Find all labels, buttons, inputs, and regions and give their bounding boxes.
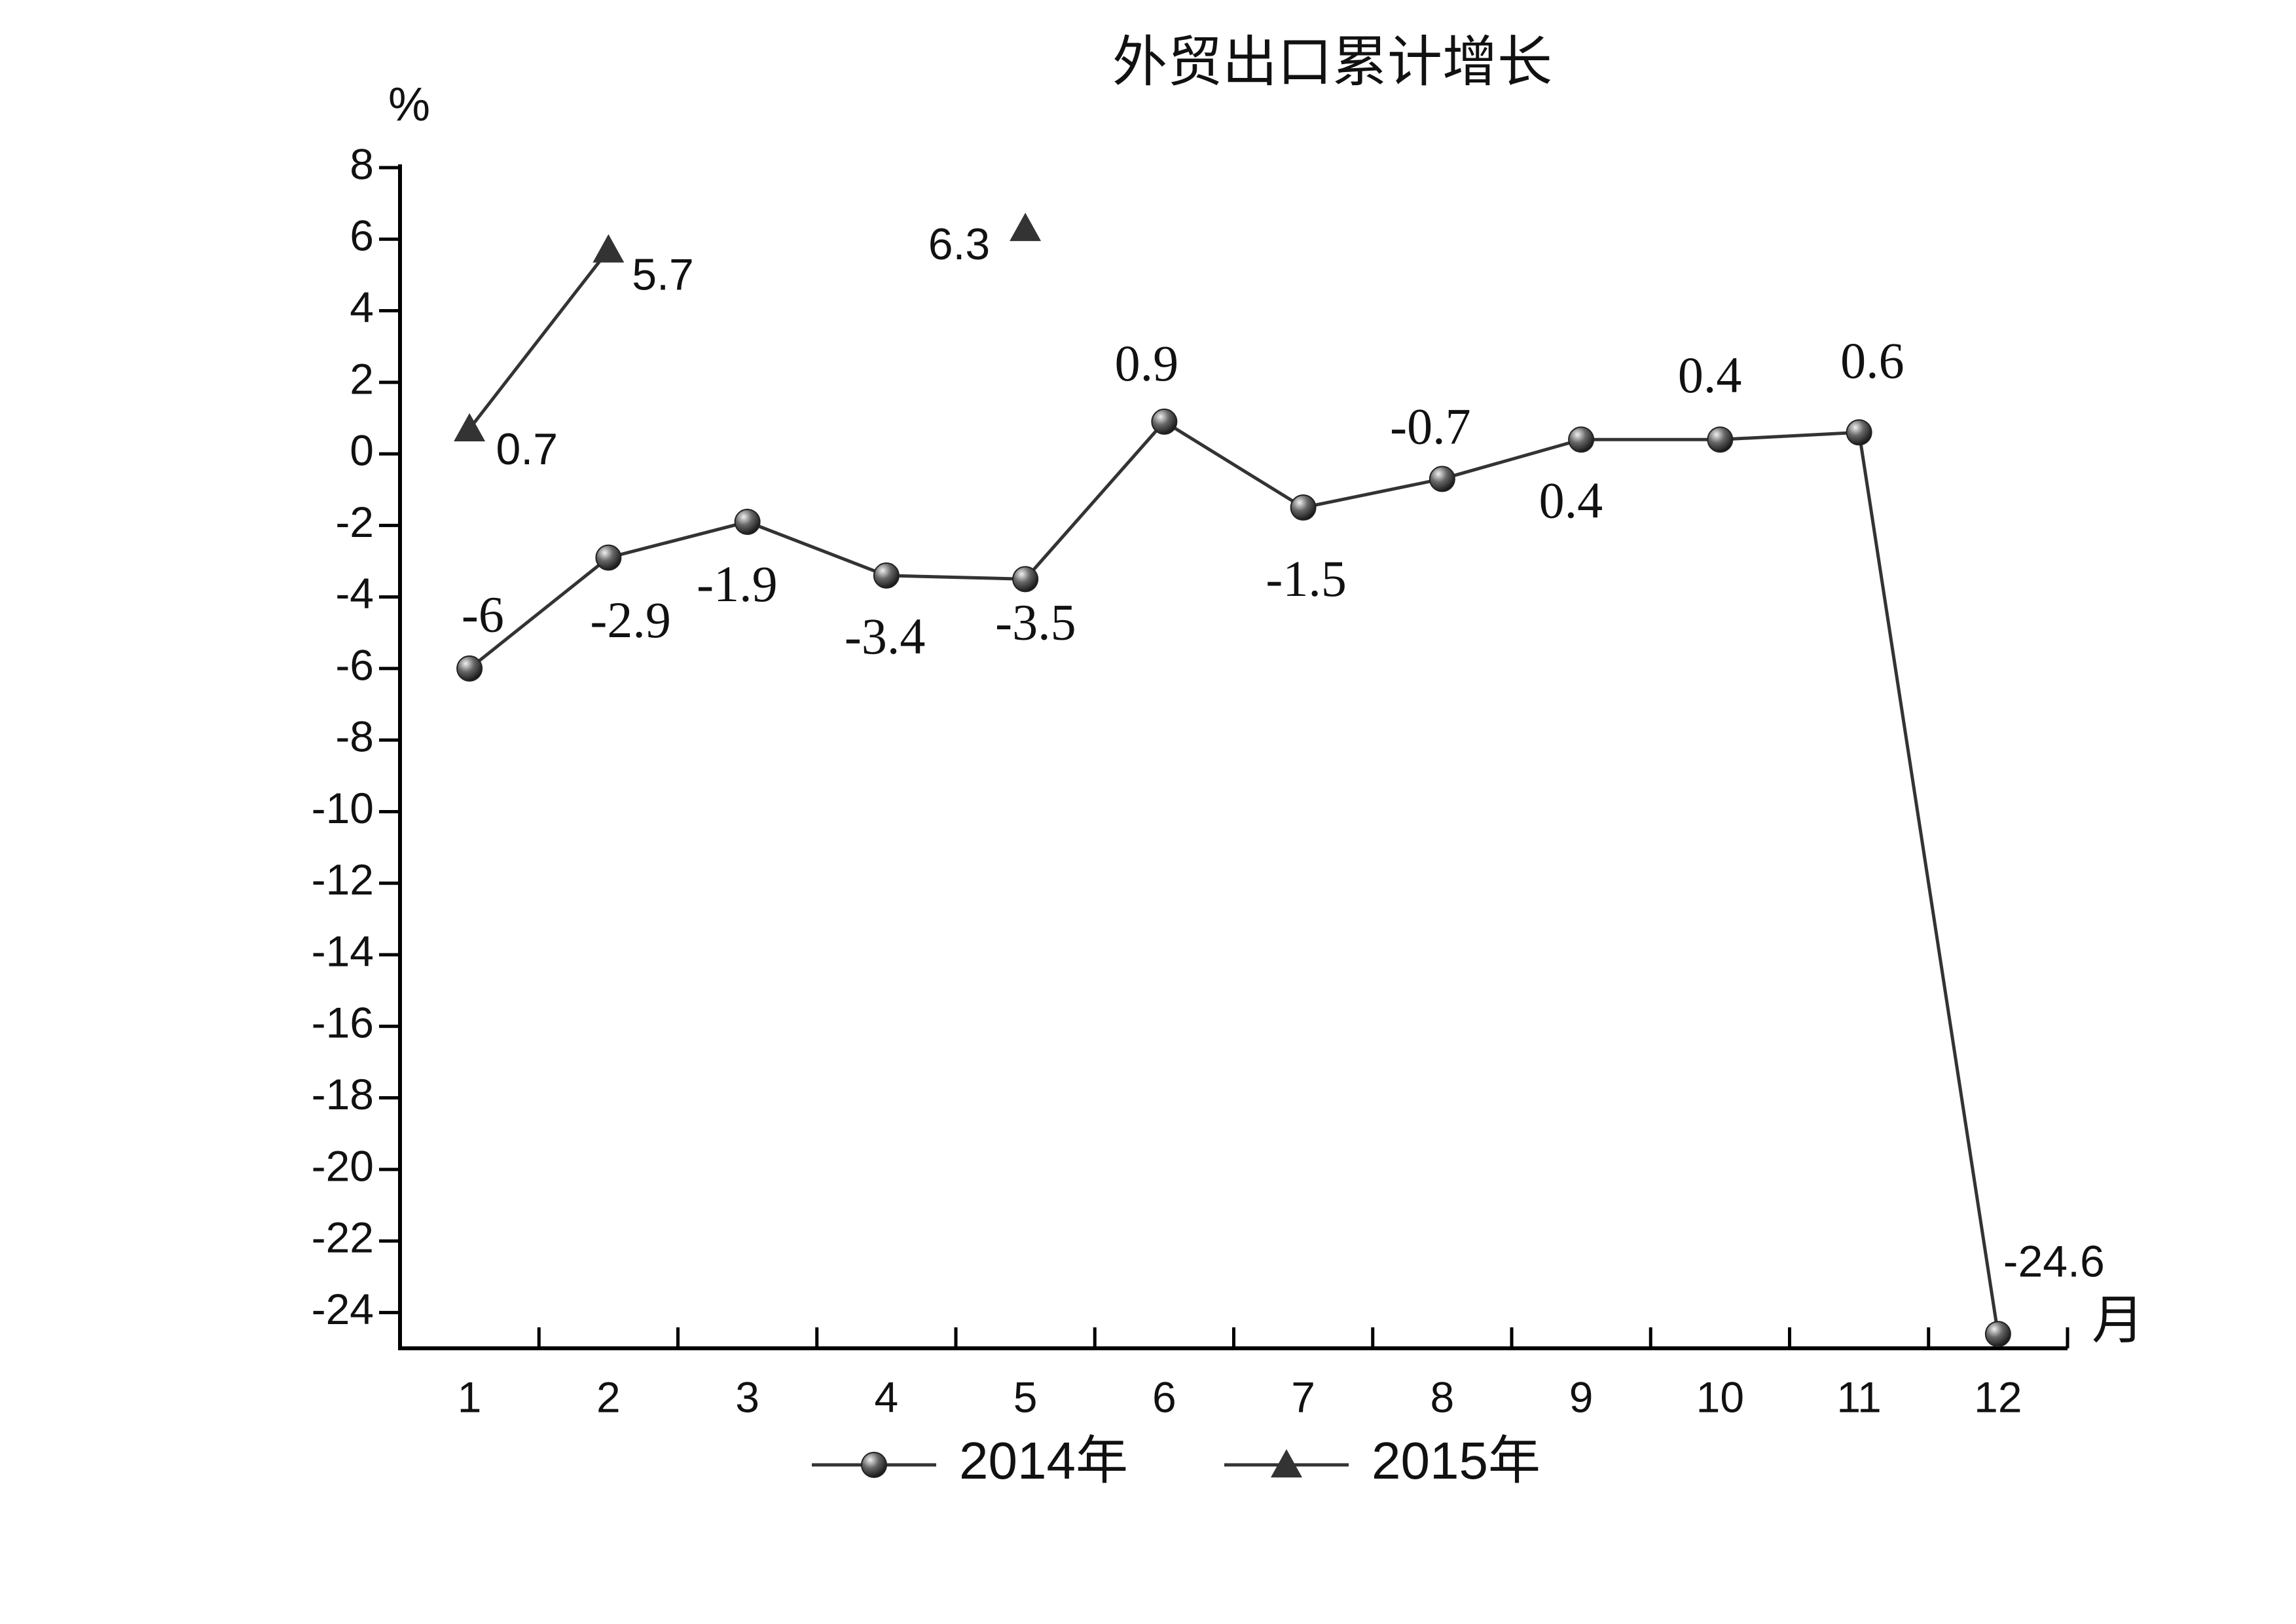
data-point — [592, 234, 625, 263]
chart-title: 外贸出口累计增长 — [1112, 32, 1552, 93]
data-point — [1290, 494, 1317, 521]
legend-marker — [1271, 1449, 1302, 1478]
data-point — [1846, 419, 1872, 446]
y-tick-label: -14 — [312, 927, 374, 975]
y-tick-label: 4 — [350, 283, 374, 331]
data-point — [873, 562, 900, 589]
x-tick-label: 9 — [1569, 1373, 1594, 1421]
data-point — [1151, 408, 1178, 435]
data-label: 0.7 — [496, 424, 558, 474]
data-label: 0.4 — [1678, 346, 1742, 403]
data-point — [1429, 466, 1455, 492]
data-point — [1984, 1321, 2011, 1348]
y-tick-label: -22 — [312, 1213, 374, 1262]
data-label: -3.5 — [995, 593, 1076, 650]
data-label: 0.9 — [1115, 335, 1179, 392]
y-axis-label: % — [388, 79, 430, 131]
y-tick-label: -4 — [335, 569, 374, 618]
y-tick-label: -10 — [312, 784, 374, 832]
data-label: -3.4 — [845, 608, 925, 665]
x-tick-label: 1 — [458, 1373, 482, 1421]
y-tick-label: -16 — [312, 999, 374, 1047]
x-tick-label: 8 — [1430, 1373, 1455, 1421]
y-tick-label: 8 — [350, 139, 374, 188]
y-tick-label: -2 — [335, 498, 374, 546]
legend-label: 2015年 — [1372, 1431, 1540, 1490]
x-tick-label: 2 — [596, 1373, 621, 1421]
y-tick-label: -20 — [312, 1141, 374, 1190]
legend-label: 2014年 — [959, 1431, 1128, 1490]
x-axis-label: 月 — [2092, 1292, 2144, 1350]
data-label: 0.4 — [1539, 471, 1603, 528]
y-tick-label: 2 — [350, 354, 374, 403]
series-line — [468, 419, 2000, 1335]
x-tick-label: 5 — [1013, 1373, 1038, 1421]
series-line — [468, 249, 610, 430]
data-point — [734, 508, 761, 535]
y-tick-label: 0 — [350, 426, 374, 475]
x-tick-label: 3 — [735, 1373, 759, 1421]
x-tick-label: 11 — [1836, 1373, 1882, 1421]
data-label: -24.6 — [2003, 1236, 2105, 1286]
data-label: -6 — [462, 586, 504, 643]
y-tick-label: -18 — [312, 1070, 374, 1118]
x-tick-label: 10 — [1696, 1373, 1744, 1421]
data-label: -1.5 — [1266, 550, 1346, 607]
data-label: 5.7 — [632, 249, 694, 299]
data-point — [1568, 426, 1595, 453]
x-tick-label: 6 — [1152, 1373, 1176, 1421]
data-label: 0.6 — [1840, 332, 1904, 389]
data-point — [1010, 212, 1042, 242]
x-tick-label: 12 — [1974, 1373, 2022, 1421]
y-tick-label: -12 — [312, 855, 374, 904]
legend-marker — [861, 1452, 887, 1478]
data-point — [595, 544, 622, 571]
y-tick-label: -6 — [335, 640, 374, 689]
data-point — [456, 655, 483, 682]
y-tick-label: 6 — [350, 212, 374, 260]
data-label: -0.7 — [1390, 397, 1470, 454]
data-label: 6.3 — [928, 219, 991, 269]
data-label: -1.9 — [697, 555, 777, 612]
y-tick-label: -24 — [312, 1285, 374, 1333]
data-point — [1012, 566, 1039, 593]
data-point — [454, 413, 486, 442]
x-tick-label: 4 — [875, 1373, 899, 1421]
data-point — [1707, 426, 1734, 453]
x-tick-label: 7 — [1291, 1373, 1315, 1421]
data-label: -2.9 — [590, 591, 670, 648]
y-tick-label: -8 — [335, 712, 374, 761]
